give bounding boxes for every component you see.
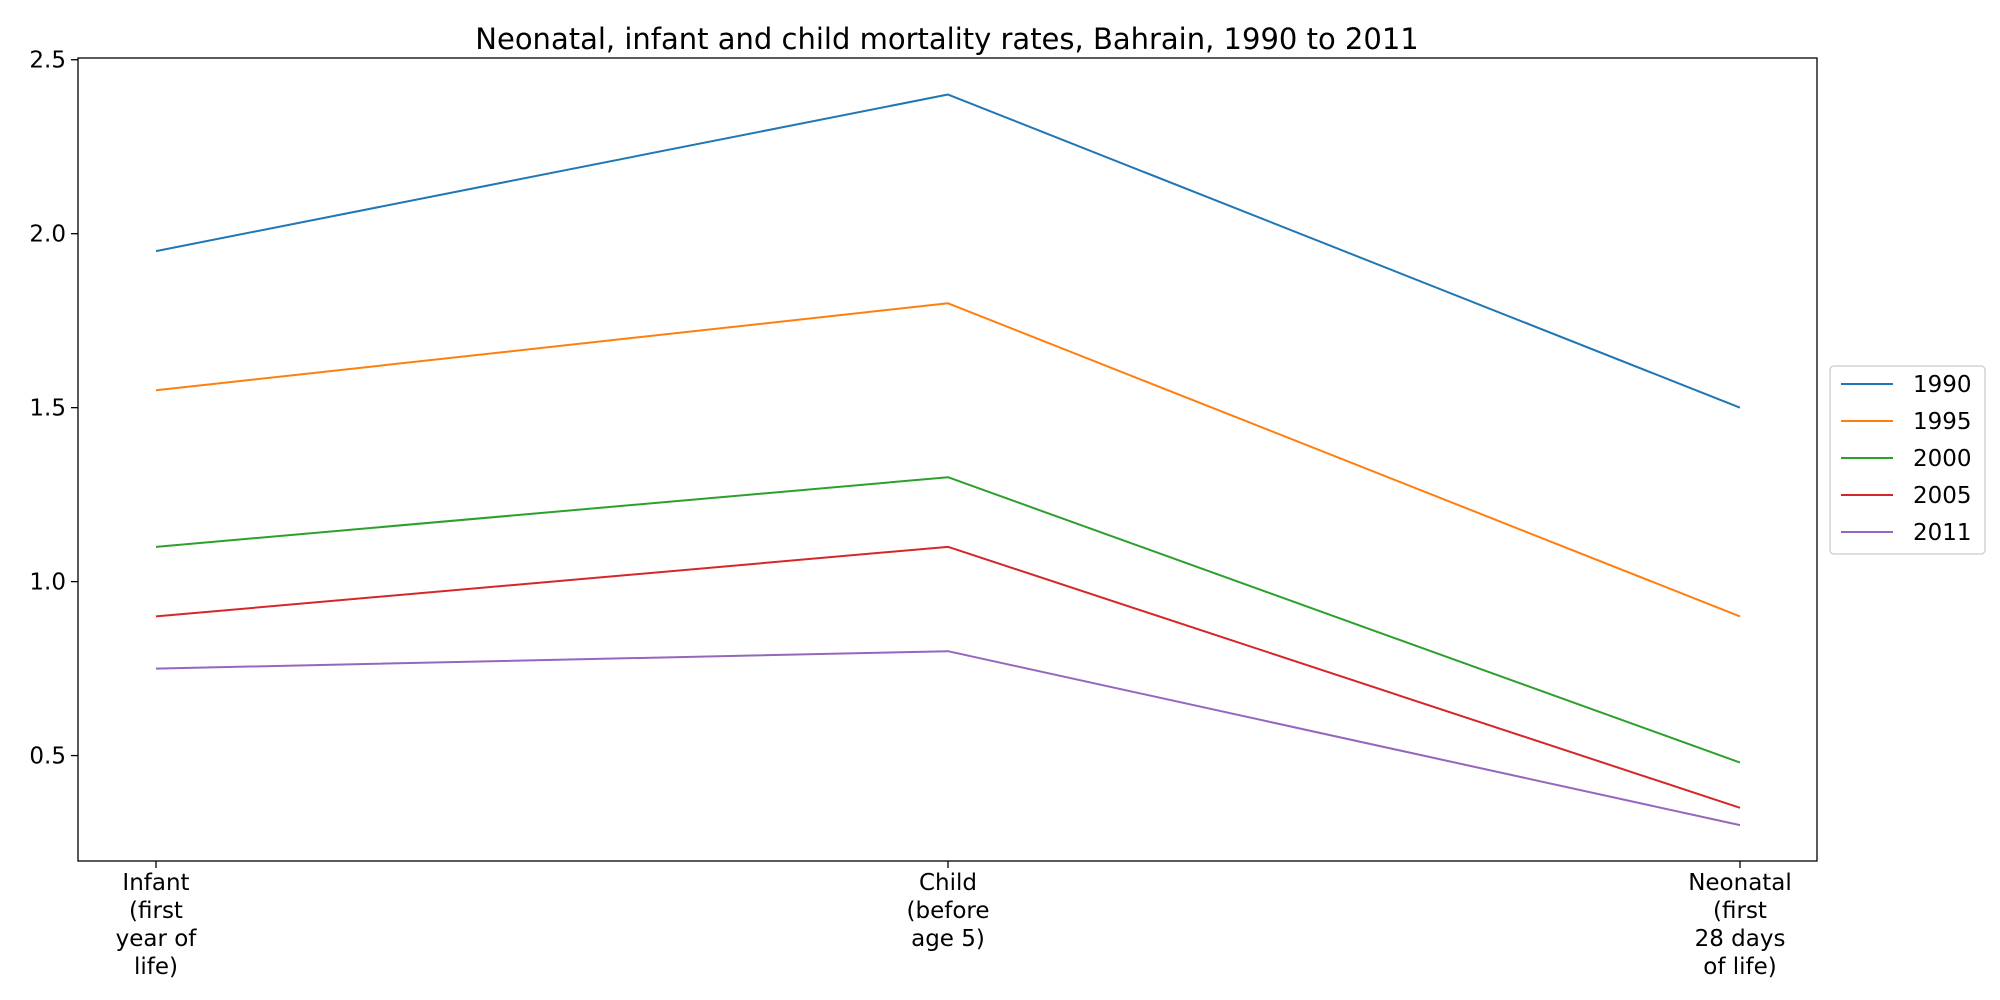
x-tick-label-line: Neonatal (1688, 870, 1792, 896)
x-tick-label: Child (before age 5) (907, 870, 990, 952)
y-tick-label: 1.0 (29, 570, 66, 596)
series-group (155, 93, 1741, 827)
series-line-1990 (155, 93, 1741, 409)
x-tick-label-line: Child (919, 870, 977, 896)
x-tick-label-line: (before (907, 898, 990, 924)
legend-label: 2011 (1913, 520, 1972, 546)
x-tick-label-line: of life) (1703, 954, 1776, 980)
series-line-2000 (155, 476, 1741, 764)
y-tick-label: 1.5 (29, 396, 66, 422)
legend: 1990 1995 2000 2005 2011 (1829, 365, 1986, 555)
y-tick-label: 2.5 (29, 48, 66, 74)
x-tick-label-line: life) (134, 954, 178, 980)
legend-box (1829, 365, 1986, 555)
x-tick-label: Infant (first year of life) (116, 870, 198, 980)
plot-area (77, 57, 1818, 862)
x-tick-label: Neonatal (first 28 days of life) (1688, 870, 1792, 980)
legend-label: 1995 (1913, 409, 1972, 435)
x-tick-label-line: 28 days (1695, 926, 1786, 952)
x-tick-label-line: age 5) (911, 926, 985, 952)
plot-frame (77, 57, 1818, 862)
x-tick-label-line: (first (129, 898, 183, 924)
y-tick-label: 0.5 (29, 744, 66, 770)
chart-title: Neonatal, infant and child mortality rat… (475, 22, 1418, 56)
legend-label: 2005 (1913, 483, 1972, 509)
series-line-2005 (155, 545, 1741, 809)
y-axis: 0.5 1.0 1.5 2.0 2.5 (29, 48, 78, 770)
legend-label: 1990 (1913, 372, 1972, 398)
x-tick-label-line: (first (1713, 898, 1767, 924)
series-line-1995 (155, 302, 1741, 618)
legend-label: 2000 (1913, 446, 1972, 472)
series-line-2011 (155, 650, 1741, 827)
x-axis: Infant (first year of life)Child (before age … (116, 861, 1792, 980)
x-tick-label-line: year of (116, 926, 198, 952)
x-tick-label-line: Infant (122, 870, 189, 896)
y-tick-label: 2.0 (29, 222, 66, 248)
